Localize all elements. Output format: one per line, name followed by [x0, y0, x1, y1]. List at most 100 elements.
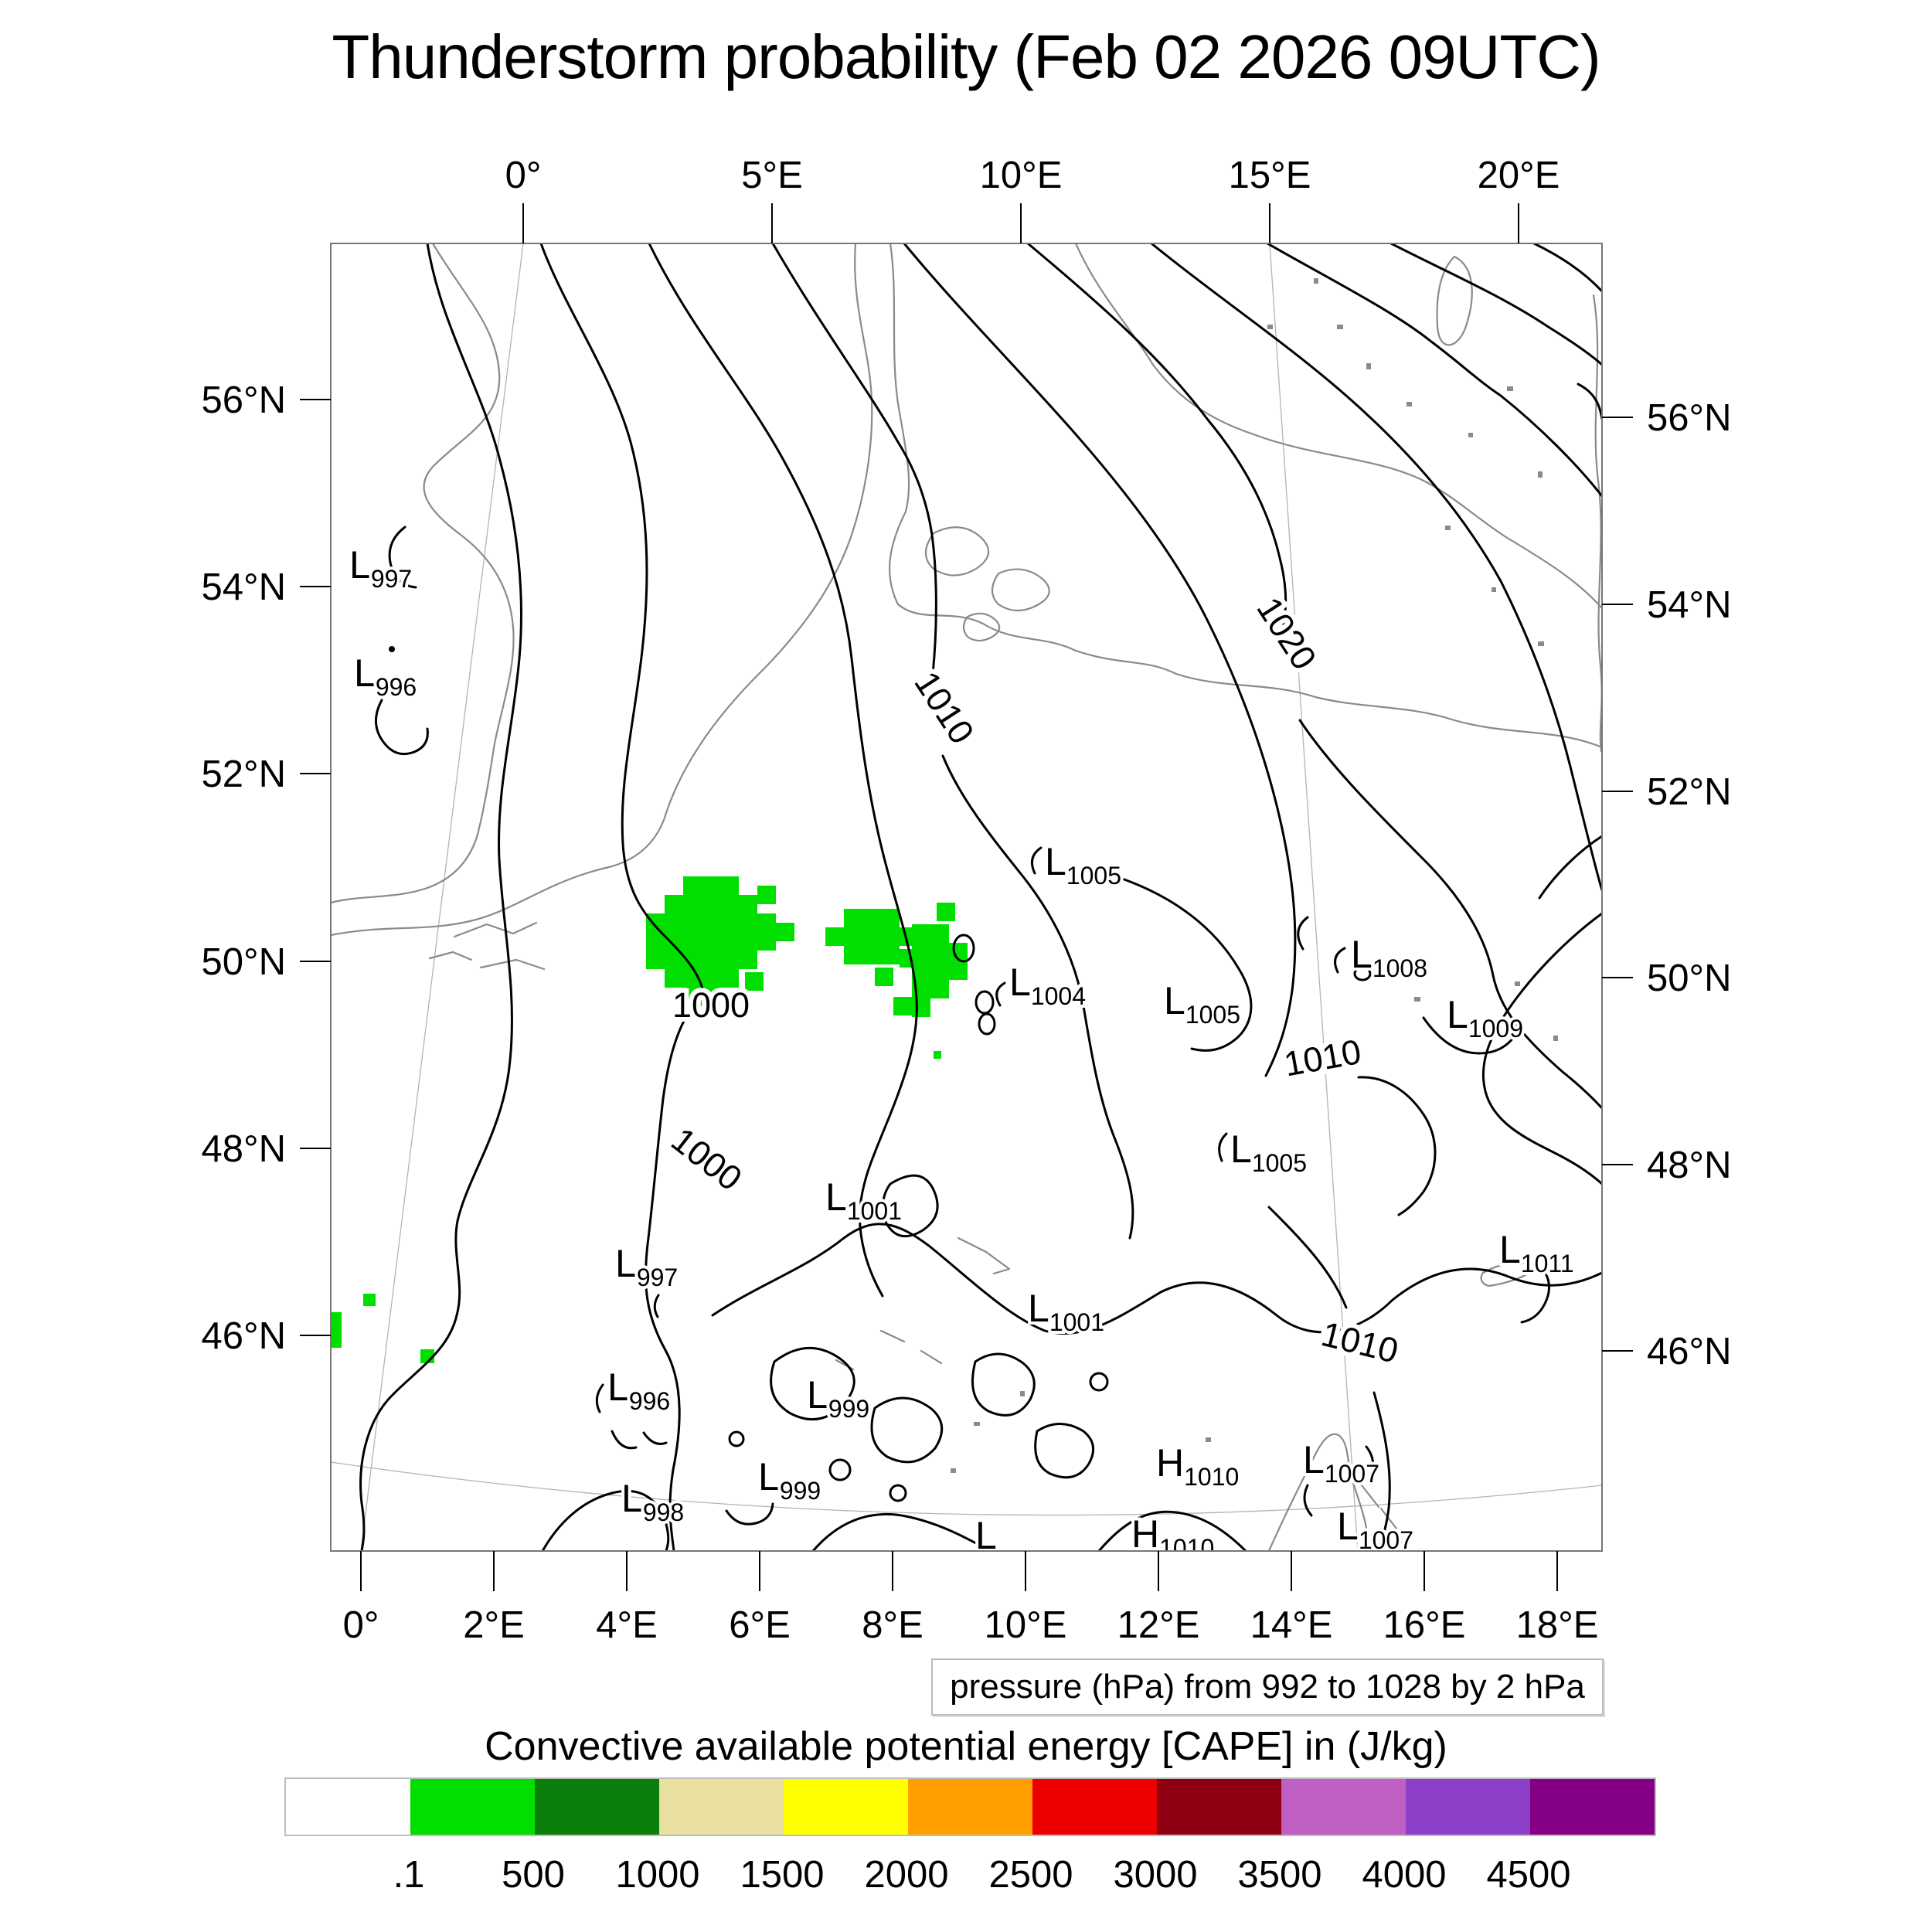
map-frame: [330, 243, 1603, 1552]
axis-label-bottom: 16°E: [1383, 1604, 1466, 1646]
axis-label-left: 46°N: [202, 1315, 286, 1357]
axis-label-right: 46°N: [1647, 1331, 1731, 1372]
axis-label-right: 56°N: [1647, 397, 1731, 439]
cape-cell: [949, 961, 968, 980]
cape-cell: [881, 927, 900, 946]
cape-cell: [739, 932, 757, 951]
cape-cell: [363, 1294, 376, 1306]
cape-cell: [912, 943, 930, 961]
pressure-center-l1004: L1004: [1009, 961, 1086, 1010]
cape-cell: [665, 913, 683, 932]
cape-cell: [683, 932, 702, 951]
legend-tick-label: 4500: [1486, 1854, 1571, 1896]
graticule: [331, 243, 1602, 1551]
cape-cell: [665, 895, 683, 913]
legend-tick-label: 500: [502, 1854, 565, 1896]
contour-label: 1010: [906, 665, 981, 751]
axis-label-top: 20°E: [1478, 155, 1560, 196]
pressure-center-l1007: L1007: [1337, 1505, 1413, 1554]
legend-tick-label: 1000: [615, 1854, 700, 1896]
pressure-center-l: L: [975, 1514, 997, 1557]
legend-segment: [908, 1779, 1032, 1835]
cape-cell: [720, 969, 739, 988]
pressure-center-l996: L996: [354, 651, 417, 701]
cape-cell: [875, 968, 893, 986]
cape-cell: [702, 895, 720, 913]
pressure-center-l1008: L1008: [1351, 933, 1427, 982]
legend-segment: [659, 1779, 784, 1835]
legend-segment: [1406, 1779, 1530, 1835]
cape-cell: [739, 895, 757, 913]
axis-label-right: 54°N: [1647, 584, 1731, 626]
legend-segment: [286, 1779, 410, 1835]
cape-cell: [720, 895, 739, 913]
legend-segment: [1157, 1779, 1281, 1835]
axis-label-bottom: 6°E: [729, 1604, 791, 1646]
axis-label-bottom: 10°E: [985, 1604, 1067, 1646]
cape-cell: [720, 913, 739, 932]
cape-cell: [683, 895, 702, 913]
pressure-center-l999: L999: [758, 1455, 821, 1505]
cape-cell: [720, 932, 739, 951]
pressure-center-l997: L997: [615, 1242, 678, 1291]
axis-label-left: 54°N: [202, 566, 286, 608]
coastlines: [331, 243, 1602, 1551]
isobar-contours: [359, 243, 1602, 1551]
cape-cell: [757, 913, 776, 932]
pressure-center-l1005: L1005: [1045, 840, 1121, 889]
axes: 0° 5°E 10°E 15°E 20°E 0° 2°E 4°E 6°E 8°E 10°E 12°E 1…: [202, 155, 1732, 1646]
pressure-caption: pressure (hPa) from 992 to 1028 by 2 hPa: [931, 1658, 1604, 1716]
axis-label-bottom: 12°E: [1117, 1604, 1200, 1646]
pressure-center-l1011: L1011: [1499, 1228, 1574, 1277]
legend-segment: [1032, 1779, 1157, 1835]
cape-cell: [702, 876, 720, 895]
cape-cell: [683, 876, 702, 895]
pressure-center-l1001: L1001: [1028, 1287, 1104, 1336]
cape-cell: [757, 932, 776, 951]
cape-cell: [930, 943, 949, 961]
cape-cell: [646, 951, 665, 969]
cape-cell: [665, 932, 683, 951]
legend-tick-label: 2500: [988, 1854, 1073, 1896]
cape-cell: [702, 988, 720, 1006]
cape-cell: [646, 932, 665, 951]
axis-label-top: 0°: [505, 155, 542, 196]
cape-cell: [683, 988, 702, 1006]
cape-cell: [720, 876, 739, 895]
axis-label-top: 10°E: [980, 155, 1063, 196]
legend-segment: [410, 1779, 535, 1835]
cape-cell: [702, 951, 720, 969]
axis-label-left: 48°N: [202, 1128, 286, 1170]
page-title: Thunderstorm probability (Feb 02 2026 09…: [332, 22, 1600, 91]
cape-cell: [720, 951, 739, 969]
cape-cell: [702, 932, 720, 951]
cape-cell: [739, 913, 757, 932]
axis-label-right: 50°N: [1647, 957, 1731, 999]
cape-cell: [844, 909, 862, 927]
contour-label: 1010: [1281, 1032, 1364, 1084]
cape-cell: [665, 969, 683, 988]
axis-label-bottom: 2°E: [463, 1604, 525, 1646]
cape-cell: [930, 961, 949, 980]
cape-cell: [739, 951, 757, 969]
contour-label: 1000: [664, 1120, 749, 1199]
legend-segment: [1530, 1779, 1655, 1835]
axis-label-bottom: 0°: [343, 1604, 379, 1646]
cape-cell: [702, 913, 720, 932]
cape-cell: [934, 1051, 941, 1059]
cape-cell: [862, 927, 881, 946]
pressure-center-l1001: L1001: [825, 1175, 902, 1225]
pressure-center-h1010: H1010: [1156, 1441, 1239, 1491]
cape-cell: [881, 946, 900, 964]
legend-segment: [784, 1779, 908, 1835]
legend-tick-label: .1: [393, 1854, 425, 1896]
cape-shading: [331, 876, 968, 1363]
axis-label-left: 52°N: [202, 753, 286, 795]
axis-label-bottom: 18°E: [1516, 1604, 1599, 1646]
contour-label: 1010: [1318, 1314, 1402, 1371]
pressure-center-l1007: L1007: [1303, 1438, 1379, 1488]
pressure-center-l997: L997: [349, 543, 412, 593]
